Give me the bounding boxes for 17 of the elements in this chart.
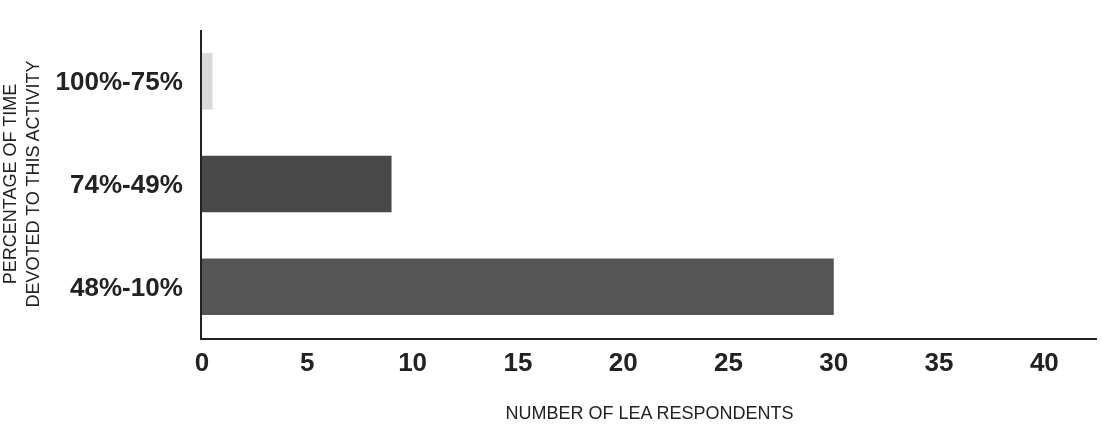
x-tick-label: 35 [924, 347, 954, 378]
x-tick-label: 15 [503, 347, 533, 378]
bar [202, 258, 834, 315]
y-tick-label: 100%-75% [55, 66, 183, 97]
y-tick-label: 48%-10% [70, 271, 183, 302]
x-tick-label: 20 [608, 347, 638, 378]
bar [202, 53, 213, 110]
x-tick-label: 0 [194, 347, 210, 378]
x-tick-label: 30 [819, 347, 849, 378]
x-tick-label: 40 [1029, 347, 1059, 378]
x-axis-title: NUMBER OF LEA RESPONDENTS [505, 402, 794, 423]
x-tick-label: 10 [398, 347, 428, 378]
y-tick-label: 74%-49% [70, 169, 183, 200]
y-axis-title: PERCENTAGE OF TIME DEVOTED TO THIS ACTIVITY [0, 60, 44, 308]
x-tick-label: 25 [714, 347, 743, 378]
x-tick-label: 5 [300, 347, 315, 378]
bar [202, 155, 392, 213]
